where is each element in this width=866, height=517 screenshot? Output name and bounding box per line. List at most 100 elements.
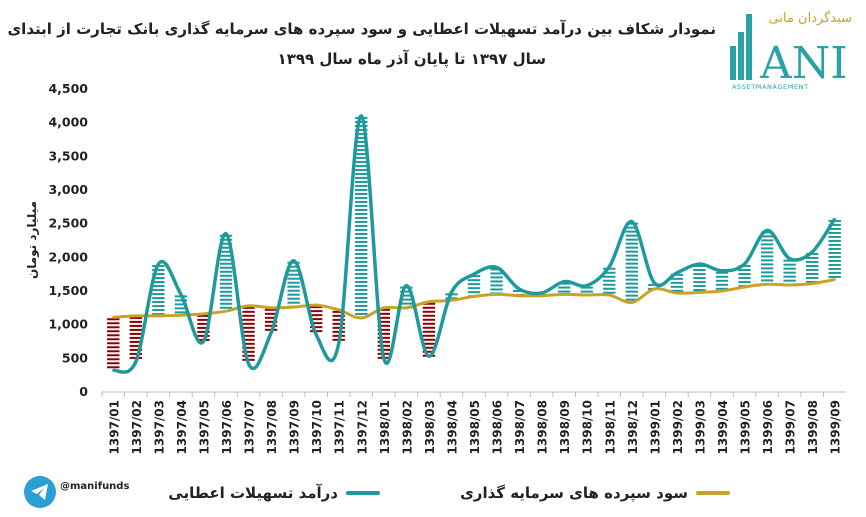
income-point	[608, 265, 611, 268]
income-point	[112, 369, 115, 372]
deposit-point	[630, 301, 634, 304]
deposit-point	[810, 282, 814, 285]
income-point	[157, 262, 160, 266]
x-tick-label: 1398/04	[445, 400, 459, 454]
income-point	[382, 357, 386, 360]
gap-bar	[625, 222, 639, 303]
deposit-point	[562, 293, 566, 296]
x-tick-label: 1397/04	[175, 400, 189, 454]
x-tick-label: 1397/06	[220, 400, 234, 454]
series-line-income	[112, 114, 837, 374]
x-tick-label: 1397/01	[107, 400, 121, 454]
x-tick-label: 1397/02	[130, 400, 144, 454]
x-tick-label: 1399/05	[739, 400, 753, 454]
logo-bar-3	[746, 14, 752, 80]
y-tick-label: 3,500	[48, 148, 88, 163]
legend-deposit: سود سپرده های سرمایه گذاری	[460, 484, 730, 502]
x-tick-label: 1397/07	[243, 400, 257, 454]
income-point	[450, 291, 453, 294]
income-point	[292, 259, 295, 262]
income-point	[585, 284, 588, 287]
income-point	[765, 229, 769, 232]
income-point	[540, 291, 543, 295]
y-tick-label: 2,000	[48, 249, 88, 264]
y-axis-label: میلیارد تومان	[25, 201, 40, 279]
deposit-point	[179, 314, 183, 317]
y-tick-label: 4,000	[48, 115, 88, 130]
x-tick-label: 1397/12	[355, 400, 369, 454]
x-tick-label: 1399/07	[784, 400, 798, 454]
x-tick-label: 1398/03	[423, 400, 437, 454]
income-point	[247, 362, 250, 365]
x-tick-label: 1399/03	[693, 400, 707, 454]
deposit-point	[698, 291, 701, 294]
legend-deposit-label: سود سپرده های سرمایه گذاری	[460, 484, 688, 502]
income-point	[675, 271, 679, 275]
income-point	[788, 257, 791, 260]
legend-income-swatch	[346, 491, 380, 495]
logo-persian-text: سبدگردان مانی	[769, 10, 852, 26]
y-tick-label: 3,000	[48, 182, 88, 197]
x-tick-label: 1398/12	[626, 400, 640, 454]
income-point	[427, 355, 431, 358]
x-tick-label: 1398/10	[581, 400, 595, 454]
legend-income: درآمد تسهیلات اعطایی	[168, 484, 380, 502]
y-tick-label: 2,500	[48, 216, 88, 231]
deposit-point	[495, 293, 498, 296]
income-point	[562, 280, 566, 283]
income-point	[833, 217, 836, 221]
deposit-point	[653, 287, 656, 291]
x-tick-label: 1398/05	[468, 400, 482, 454]
telegram-icon[interactable]	[24, 476, 56, 508]
x-tick-label: 1397/11	[333, 400, 347, 454]
logo-brand: ANI	[759, 38, 848, 89]
x-tick-label: 1399/01	[648, 400, 662, 454]
legend-deposit-swatch	[696, 491, 730, 495]
deposit-point	[247, 304, 250, 308]
deposit-point	[382, 306, 386, 310]
gap-bar	[715, 271, 729, 290]
x-tick-label: 1397/05	[197, 400, 211, 454]
income-point	[743, 262, 746, 266]
x-tick-label: 1399/08	[806, 400, 820, 454]
gap-bar	[783, 259, 796, 286]
income-point	[269, 331, 273, 334]
deposit-point	[202, 312, 205, 316]
x-tick-label: 1398/09	[558, 400, 572, 454]
deposit-point	[134, 314, 138, 318]
x-tick-label: 1398/07	[513, 400, 527, 454]
deposit-point	[608, 293, 611, 297]
income-point	[495, 266, 498, 269]
x-tick-label: 1398/02	[400, 400, 414, 454]
gap-bar-area	[626, 222, 638, 303]
mani-logo: سبدگردان مانی ANI ASSETMANAGEMENT	[730, 10, 852, 90]
legend-income-label: درآمد تسهیلات اعطایی	[168, 484, 338, 502]
deposit-point	[427, 300, 431, 303]
deposit-point	[269, 306, 273, 310]
deposit-point	[517, 294, 521, 297]
deposit-point	[337, 308, 340, 312]
deposit-point	[833, 278, 836, 281]
deposit-point	[314, 303, 318, 307]
income-point	[224, 232, 228, 235]
y-tick-label: 1,000	[48, 317, 88, 332]
gap-bar	[760, 231, 774, 282]
deposit-point	[224, 310, 228, 313]
gap-bar	[693, 265, 706, 292]
deposit-point	[450, 299, 453, 302]
deposit-point	[472, 295, 476, 298]
deposit-point	[585, 293, 588, 297]
deposit-point	[720, 289, 724, 293]
deposit-point	[540, 294, 543, 297]
y-tick-label: 4,500	[48, 81, 88, 96]
social-handle[interactable]: @manifunds	[24, 476, 129, 508]
income-point	[720, 269, 724, 272]
income-point	[630, 220, 634, 223]
income-point	[314, 333, 318, 336]
logo-tagline: ASSETMANAGEMENT	[732, 83, 809, 90]
x-tick-label: 1397/10	[310, 400, 324, 454]
gap-bar	[107, 318, 120, 369]
x-tick-label: 1397/09	[288, 400, 302, 454]
x-tick-label: 1398/01	[378, 400, 392, 454]
x-tick-label: 1399/09	[829, 400, 843, 454]
